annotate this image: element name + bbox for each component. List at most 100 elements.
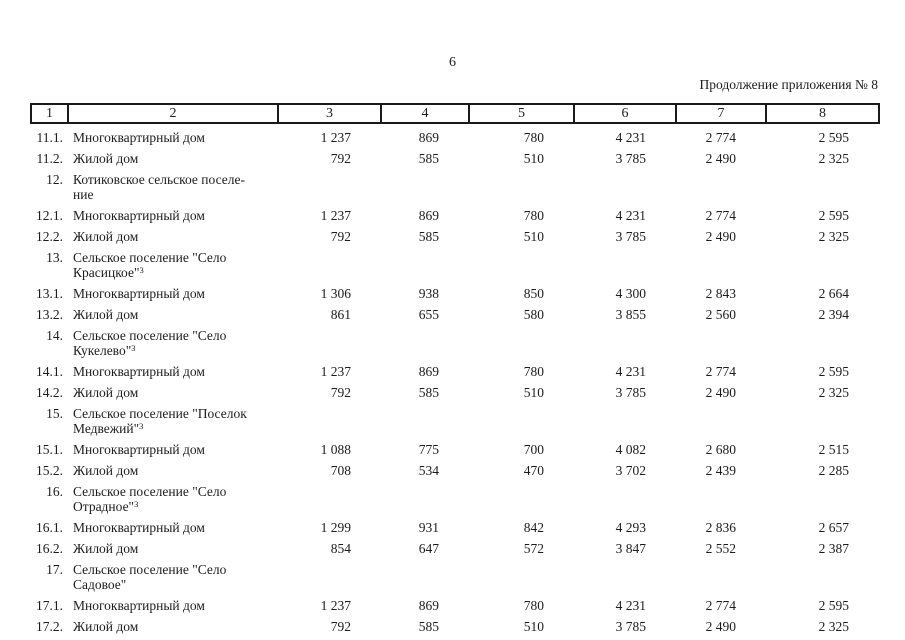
value-cell — [766, 244, 879, 280]
value-cell: 2 325 — [818, 229, 849, 244]
row-label-line: Жилой дом — [73, 307, 139, 322]
value-cell: 780 — [523, 598, 544, 613]
row-label-line: Многоквартирный дом — [73, 130, 205, 145]
section-row: 13. Сельское поселение "Село Красицкое"3 — [31, 244, 879, 280]
value-cell — [381, 556, 469, 592]
value-cell: 3 847 — [615, 541, 646, 556]
row-number-cell: 12.1. — [36, 208, 63, 223]
value-cell: 4 231 — [615, 208, 646, 223]
row-label-line: Красицкое"3 — [73, 265, 144, 280]
value-cell — [278, 244, 381, 280]
row-label-cell: Котиковское сельское поселе-ние — [68, 166, 278, 202]
section-row: 15. Сельское поселение "Поселок Медвежий"3 — [31, 400, 879, 436]
row-number-cell: 11.1. — [36, 130, 64, 145]
value-cell: 2 325 — [818, 619, 849, 634]
value-cell: 2 595 — [818, 598, 849, 613]
row-label-line: Жилой дом — [73, 541, 139, 556]
value-cell — [278, 322, 381, 358]
row-number-cell: 12.2. — [36, 229, 63, 244]
value-cell — [766, 478, 879, 514]
value-cell: 780 — [523, 130, 544, 145]
value-cell: 510 — [523, 385, 544, 400]
value-cell: 2 325 — [818, 385, 849, 400]
table-body: 11.1. Многоквартирный дом 1 237 869 780 4 231… — [31, 123, 879, 634]
column-header: 4 — [380, 103, 470, 124]
value-cell: 2 843 — [705, 286, 736, 301]
value-cell: 655 — [418, 307, 439, 322]
value-cell — [381, 478, 469, 514]
value-cell: 869 — [418, 598, 439, 613]
value-cell: 2 490 — [705, 385, 736, 400]
value-cell: 2 774 — [705, 598, 736, 613]
value-cell: 3 855 — [615, 307, 646, 322]
value-cell: 3 785 — [615, 619, 646, 634]
row-label-line: Многоквартирный дом — [73, 442, 205, 457]
value-cell: 3 785 — [615, 385, 646, 400]
value-cell: 2 394 — [818, 307, 849, 322]
value-cell: 1 306 — [320, 286, 351, 301]
value-cell: 534 — [418, 463, 439, 478]
row-label-cell: Жилой дом — [68, 535, 278, 556]
row-label-line: Сельское поселение "Село — [73, 328, 227, 343]
value-cell: 1 237 — [320, 598, 351, 613]
row-label-cell: Сельское поселение "Село Садовое" — [68, 556, 278, 592]
footnote-marker: 3 — [131, 343, 136, 353]
row-number-cell: 11.2. — [36, 151, 64, 166]
row-number-cell: 14.2. — [36, 385, 63, 400]
table-row: 16.2. Жилой дом 854 647 572 3 847 2 552 2 387 — [31, 535, 879, 556]
value-cell: 792 — [330, 151, 351, 166]
row-label-line: Отрадное"3 — [73, 499, 139, 514]
value-cell: 2 490 — [705, 151, 736, 166]
row-label-cell: Сельское поселение "Село Кукелево"3 — [68, 322, 278, 358]
value-cell — [469, 244, 574, 280]
section-row: 12. Котиковское сельское поселе-ние — [31, 166, 879, 202]
row-label-cell: Многоквартирный дом — [68, 280, 278, 301]
column-header: 7 — [675, 103, 767, 124]
value-cell: 510 — [523, 619, 544, 634]
value-cell: 3 785 — [615, 229, 646, 244]
row-label-line: Сельское поселение "Село — [73, 250, 227, 265]
row-label-cell: Сельское поселение "Село Отрадное"3 — [68, 478, 278, 514]
value-cell: 2 657 — [818, 520, 849, 535]
row-label-line: Жилой дом — [73, 463, 139, 478]
value-cell: 1 237 — [320, 364, 351, 379]
footnote-marker: 3 — [139, 421, 144, 431]
table-row: 14.2. Жилой дом 792 585 510 3 785 2 490 2 325 — [31, 379, 879, 400]
page-number: 6 — [449, 55, 456, 70]
row-number-cell: 17. — [46, 562, 63, 577]
value-cell: 585 — [418, 619, 439, 634]
row-number-cell: 16.2. — [36, 541, 63, 556]
value-cell — [278, 478, 381, 514]
value-cell — [766, 556, 879, 592]
value-cell: 869 — [418, 208, 439, 223]
table-row: 17.2. Жилой дом 792 585 510 3 785 2 490 2 325 — [31, 613, 879, 634]
value-cell: 2 515 — [818, 442, 849, 457]
value-cell — [381, 322, 469, 358]
table-row: 17.1. Многоквартирный дом 1 237 869 780 4 231… — [31, 592, 879, 613]
value-cell: 4 082 — [615, 442, 646, 457]
value-cell: 869 — [418, 130, 439, 145]
value-cell — [381, 400, 469, 436]
row-label-cell: Многоквартирный дом — [68, 592, 278, 613]
value-cell: 585 — [418, 151, 439, 166]
row-label-line: Многоквартирный дом — [73, 208, 205, 223]
column-header: 8 — [765, 103, 880, 124]
value-cell — [574, 166, 676, 202]
value-cell: 470 — [523, 463, 544, 478]
value-cell: 792 — [330, 619, 351, 634]
value-cell: 938 — [418, 286, 439, 301]
row-label-cell: Жилой дом — [68, 379, 278, 400]
row-label-cell: Многоквартирный дом — [68, 436, 278, 457]
table-row: 12.1. Многоквартирный дом 1 237 869 780 4 231… — [31, 202, 879, 223]
row-label-cell: Жилой дом — [68, 457, 278, 478]
table-row: 11.1. Многоквартирный дом 1 237 869 780 4 231… — [31, 123, 879, 145]
value-cell: 2 387 — [818, 541, 849, 556]
value-cell — [278, 166, 381, 202]
column-header: 2 — [67, 103, 279, 124]
row-label-line: Жилой дом — [73, 385, 139, 400]
value-cell: 2 552 — [705, 541, 736, 556]
value-cell — [574, 400, 676, 436]
row-label-line: Жилой дом — [73, 619, 139, 634]
value-cell: 4 231 — [615, 598, 646, 613]
